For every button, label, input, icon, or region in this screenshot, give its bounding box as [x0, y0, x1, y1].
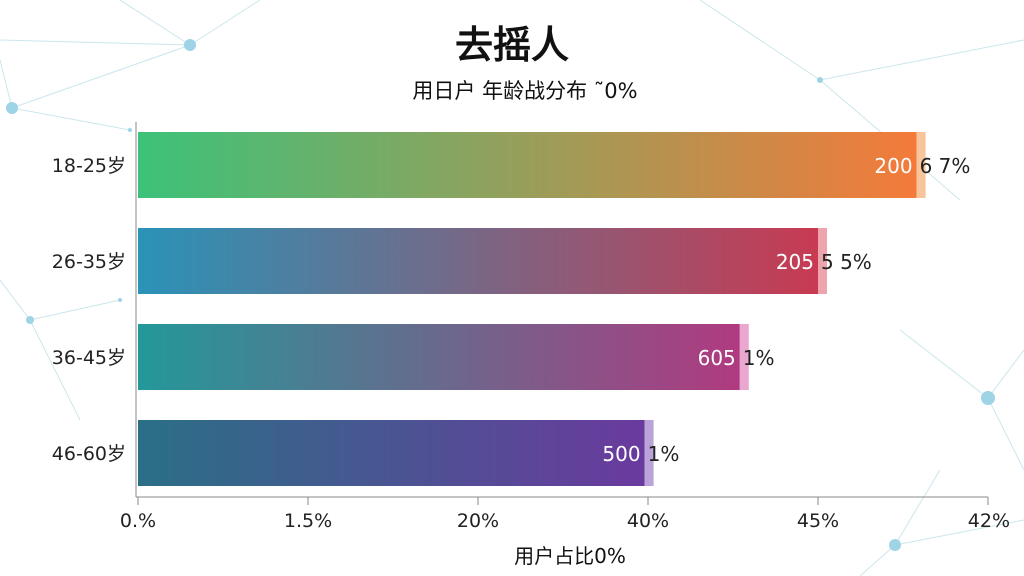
percent-label: 1%: [648, 442, 680, 466]
chart-subtitle: 用日户 年龄战分布 ˜0%: [412, 79, 637, 103]
x-axis-label: 用户占比0%: [514, 544, 626, 568]
category-label: 26-35岁: [52, 251, 126, 273]
value-label: 205: [776, 250, 814, 274]
x-tick-label: 20%: [457, 510, 499, 532]
chart-title: 去摇人: [455, 23, 569, 67]
bar-0: [138, 132, 917, 198]
percent-label: 1%: [743, 346, 775, 370]
value-label: 200: [874, 154, 912, 178]
category-label: 36-45岁: [52, 347, 126, 369]
bar-1: [138, 228, 818, 294]
percent-label: 6 7%: [920, 154, 971, 178]
bar-tip-3: [644, 420, 654, 486]
x-tick-label: 0.%: [120, 510, 156, 532]
x-tick-label: 42%: [968, 510, 1010, 532]
category-label: 18-25岁: [52, 155, 126, 177]
bar-2: [138, 324, 740, 390]
bar-tip-1: [818, 228, 827, 294]
value-label: 500: [602, 442, 640, 466]
bar-tip-0: [916, 132, 926, 198]
percent-label: 5 5%: [821, 250, 872, 274]
x-tick-label: 40%: [627, 510, 669, 532]
bar-3: [138, 420, 645, 486]
x-tick-label: 1.5%: [284, 510, 332, 532]
bar-tip-2: [739, 324, 749, 390]
x-tick-label: 45%: [797, 510, 839, 532]
category-label: 46-60岁: [52, 443, 126, 465]
value-label: 605: [698, 346, 736, 370]
